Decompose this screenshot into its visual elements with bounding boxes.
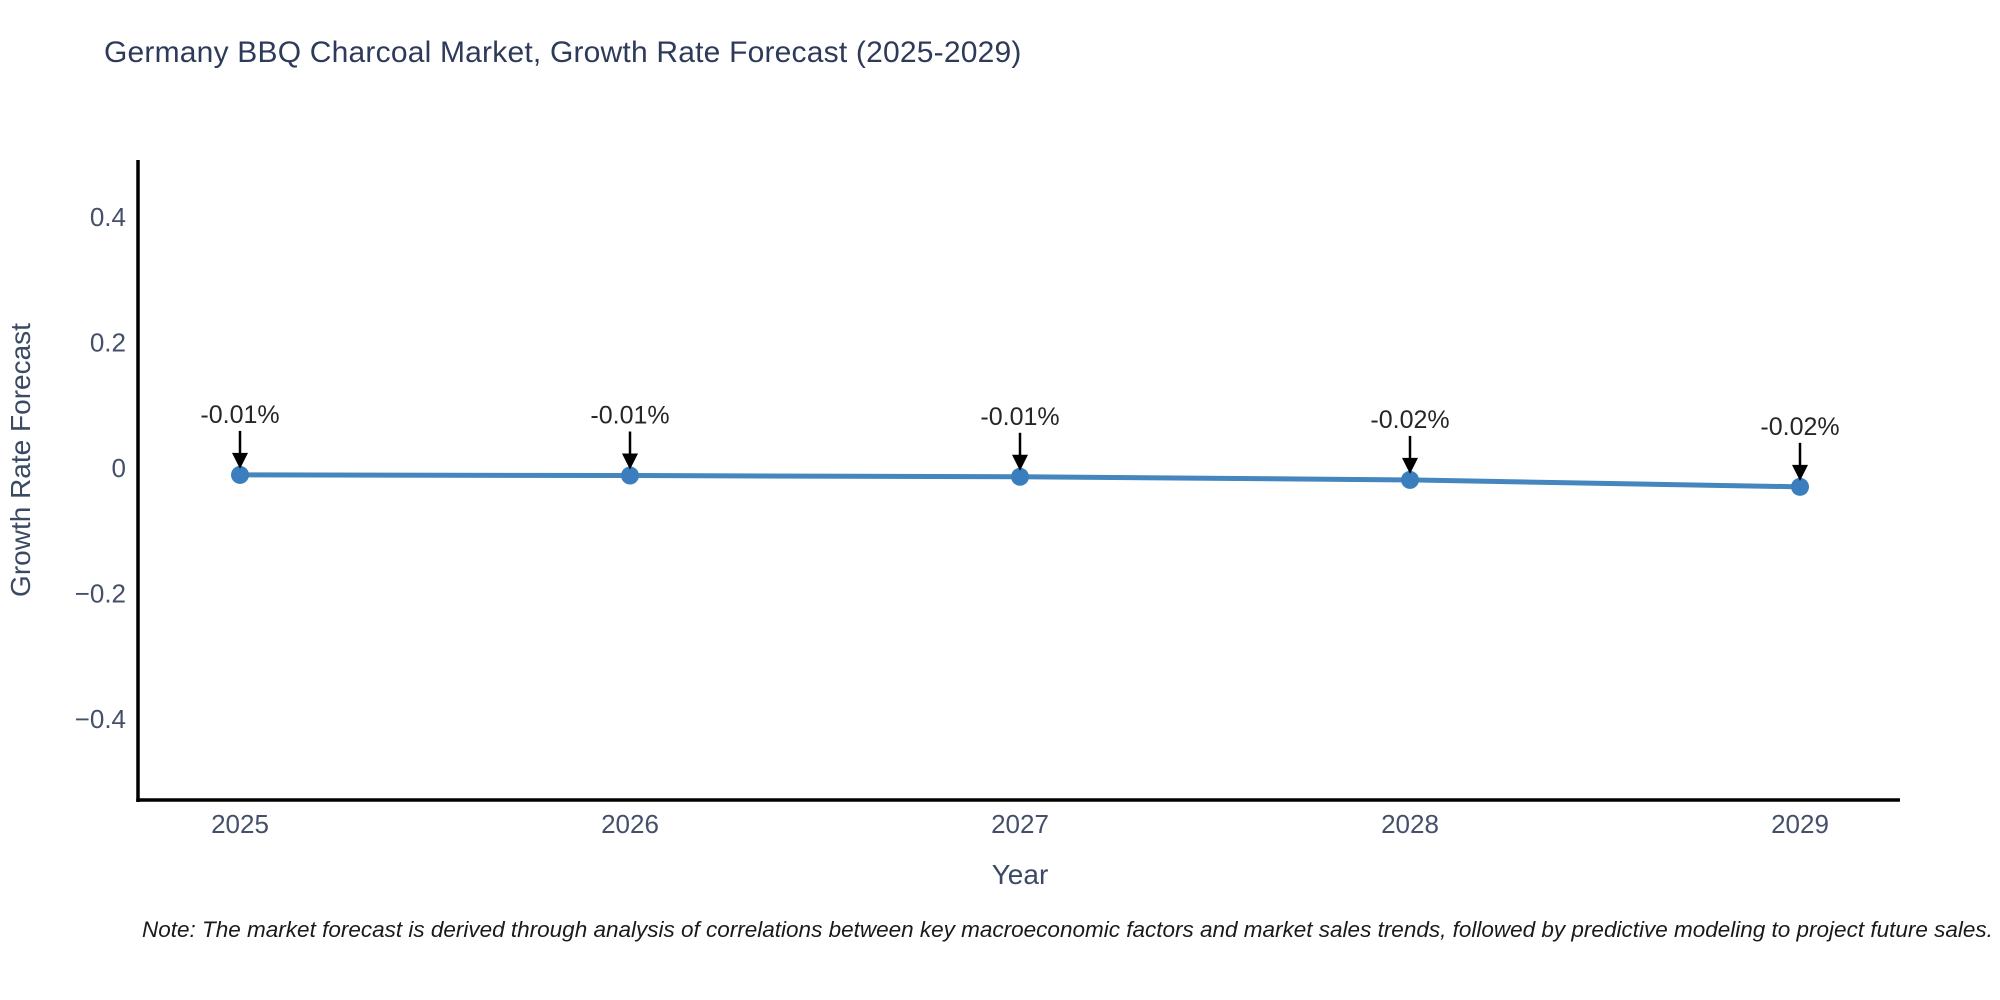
annotation-arrow-head (1402, 457, 1418, 474)
data-point-marker (1401, 470, 1419, 489)
data-point-marker (1791, 477, 1809, 496)
y-tick-label: 0.2 (90, 328, 126, 358)
annotation-label: -0.01% (980, 403, 1059, 431)
data-point-marker (231, 465, 249, 484)
y-axis-title: Growth Rate Forecast (5, 323, 36, 597)
x-tick-label: 2029 (1771, 809, 1829, 839)
annotation-arrow-head (622, 453, 638, 470)
x-tick-label: 2025 (211, 809, 269, 839)
y-tick-label: 0 (112, 453, 126, 483)
y-tick-label: −0.4 (75, 704, 126, 734)
data-point-marker (621, 466, 639, 485)
data-point-marker (1011, 467, 1029, 486)
x-tick-label: 2027 (991, 809, 1049, 839)
annotation-arrow-head (1012, 454, 1028, 471)
x-axis-title: Year (992, 859, 1049, 890)
annotation-arrow-head (232, 452, 248, 469)
chart-title: Germany BBQ Charcoal Market, Growth Rate… (104, 36, 1022, 69)
y-tick-label: 0.4 (90, 202, 126, 232)
annotation-label: -0.02% (1370, 406, 1449, 434)
x-tick-label: 2026 (601, 809, 659, 839)
x-tick-label: 2028 (1381, 809, 1439, 839)
annotation-arrow-head (1792, 464, 1808, 481)
footnote: Note: The market forecast is derived thr… (142, 917, 1993, 942)
annotation-label: -0.01% (590, 402, 669, 430)
annotation-label: -0.02% (1760, 413, 1839, 441)
annotation-label: -0.01% (200, 401, 279, 429)
y-tick-label: −0.2 (75, 579, 126, 609)
